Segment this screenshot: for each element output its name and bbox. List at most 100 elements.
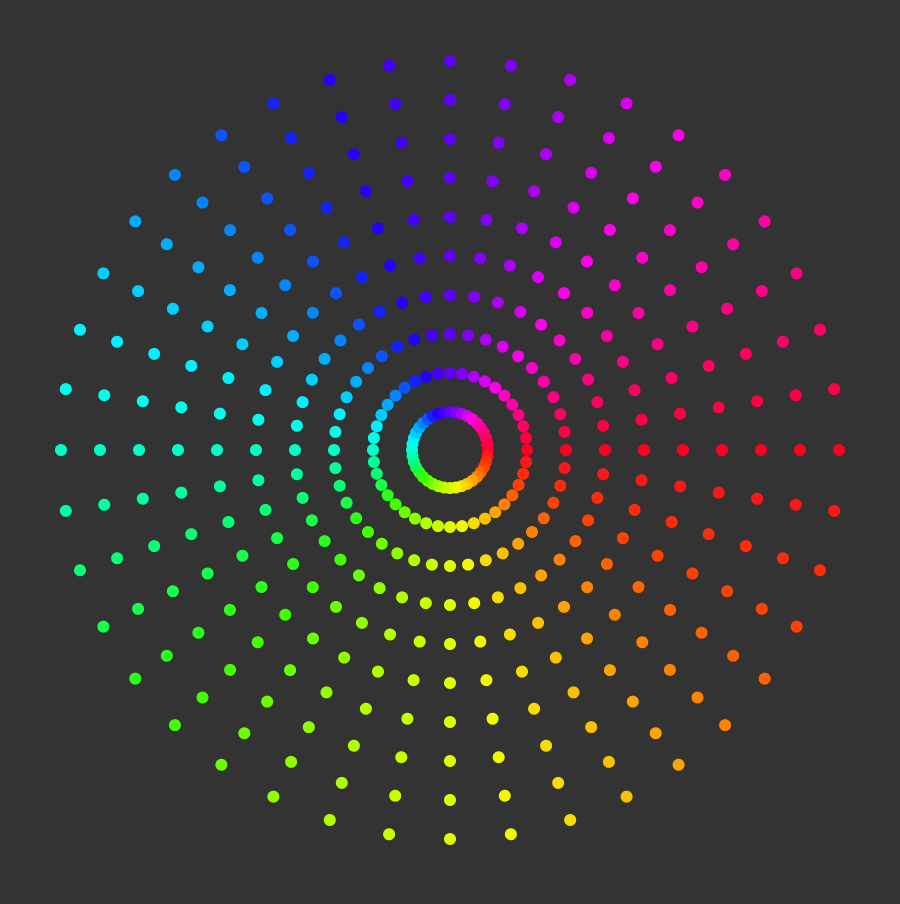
pattern-dot <box>318 352 331 365</box>
pattern-dot <box>789 498 802 511</box>
pattern-dot <box>168 719 181 732</box>
pattern-dot <box>600 330 613 342</box>
pattern-dot <box>520 432 533 444</box>
pattern-dot <box>790 620 803 633</box>
pattern-dot <box>674 480 687 493</box>
pattern-dot <box>444 833 456 845</box>
pattern-dot <box>166 585 179 598</box>
pattern-dot <box>98 389 111 402</box>
pattern-dot <box>651 338 664 351</box>
pattern-dot <box>252 413 265 426</box>
pattern-dot <box>305 514 318 527</box>
pattern-dot <box>279 608 292 621</box>
pattern-dot <box>307 632 319 645</box>
pattern-dot <box>250 444 262 456</box>
pattern-dot <box>719 719 732 732</box>
pattern-dot <box>564 814 577 826</box>
pattern-dot <box>97 620 110 633</box>
pattern-dot <box>552 776 565 789</box>
pattern-dot <box>620 790 633 803</box>
pattern-dot <box>521 444 533 456</box>
pattern-dot <box>444 133 456 145</box>
pattern-dot <box>420 517 433 530</box>
pattern-dot <box>111 552 124 565</box>
pattern-dot <box>602 755 615 768</box>
pattern-dot <box>355 271 368 284</box>
pattern-dot <box>352 318 365 331</box>
pattern-dot <box>560 444 572 456</box>
pattern-dot <box>334 553 347 566</box>
pattern-dot <box>567 686 580 699</box>
pattern-dot <box>620 97 633 110</box>
dot-arms <box>55 55 845 845</box>
pattern-dot <box>649 727 662 740</box>
pattern-dot <box>211 444 223 456</box>
pattern-dot <box>532 616 545 629</box>
pattern-dot <box>755 285 768 298</box>
pattern-dot <box>444 172 456 184</box>
pattern-dot <box>664 284 677 297</box>
pattern-dot <box>335 111 348 124</box>
pattern-dot <box>223 603 236 616</box>
pattern-dot <box>638 444 650 456</box>
pattern-dot <box>335 776 348 789</box>
pattern-dot <box>649 160 662 173</box>
pattern-dot <box>284 223 297 236</box>
pattern-dot <box>468 597 481 610</box>
pattern-dot <box>396 296 409 309</box>
pattern-dot <box>444 328 456 340</box>
pattern-dot <box>432 367 444 380</box>
pattern-dot <box>222 516 235 528</box>
pattern-dot <box>373 305 386 318</box>
pattern-dot <box>148 347 161 360</box>
pattern-dot <box>828 383 841 396</box>
pattern-dot <box>528 185 541 198</box>
pattern-dot <box>196 196 209 209</box>
pattern-dot <box>267 97 280 110</box>
pattern-dot <box>373 582 386 595</box>
pattern-dot <box>338 236 351 249</box>
pattern-dot <box>558 462 571 475</box>
pattern-dot <box>686 320 699 333</box>
pattern-dot <box>391 340 404 353</box>
pattern-dot <box>516 665 528 678</box>
pattern-dot <box>702 359 715 372</box>
pattern-dot <box>553 553 566 566</box>
pattern-dot <box>132 602 145 615</box>
pattern-dot <box>814 323 826 336</box>
pattern-dot <box>384 259 397 272</box>
pattern-dot <box>492 751 505 764</box>
pattern-dot <box>636 251 649 264</box>
pattern-dot <box>599 444 611 456</box>
pattern-dot <box>59 504 72 517</box>
pattern-dot <box>462 558 475 571</box>
pattern-dot <box>558 287 570 300</box>
pattern-dot <box>352 569 365 582</box>
pattern-dot <box>224 663 237 676</box>
pattern-dot <box>398 506 411 519</box>
pattern-dot <box>549 236 562 249</box>
pattern-dot <box>236 549 249 562</box>
pattern-dot <box>413 252 426 265</box>
pattern-dot <box>133 444 145 456</box>
pattern-dot <box>569 535 582 548</box>
pattern-dot <box>320 201 333 214</box>
pattern-dot <box>330 287 342 300</box>
pattern-dot <box>444 289 456 301</box>
pattern-dot <box>581 581 594 594</box>
pattern-dot <box>444 755 456 767</box>
pattern-dot <box>136 395 149 408</box>
pattern-dot <box>74 564 86 577</box>
pattern-dot <box>702 528 715 541</box>
pattern-dot <box>340 391 353 404</box>
pattern-dot <box>444 367 456 379</box>
pattern-dot <box>755 602 768 615</box>
pattern-dot <box>672 758 685 771</box>
pattern-dot <box>338 651 351 664</box>
pattern-dot <box>362 362 374 374</box>
pattern-dot <box>444 211 456 223</box>
pattern-dot <box>535 569 548 582</box>
pattern-dot <box>350 375 363 388</box>
pattern-dot <box>359 702 372 715</box>
pattern-dot <box>444 677 456 689</box>
